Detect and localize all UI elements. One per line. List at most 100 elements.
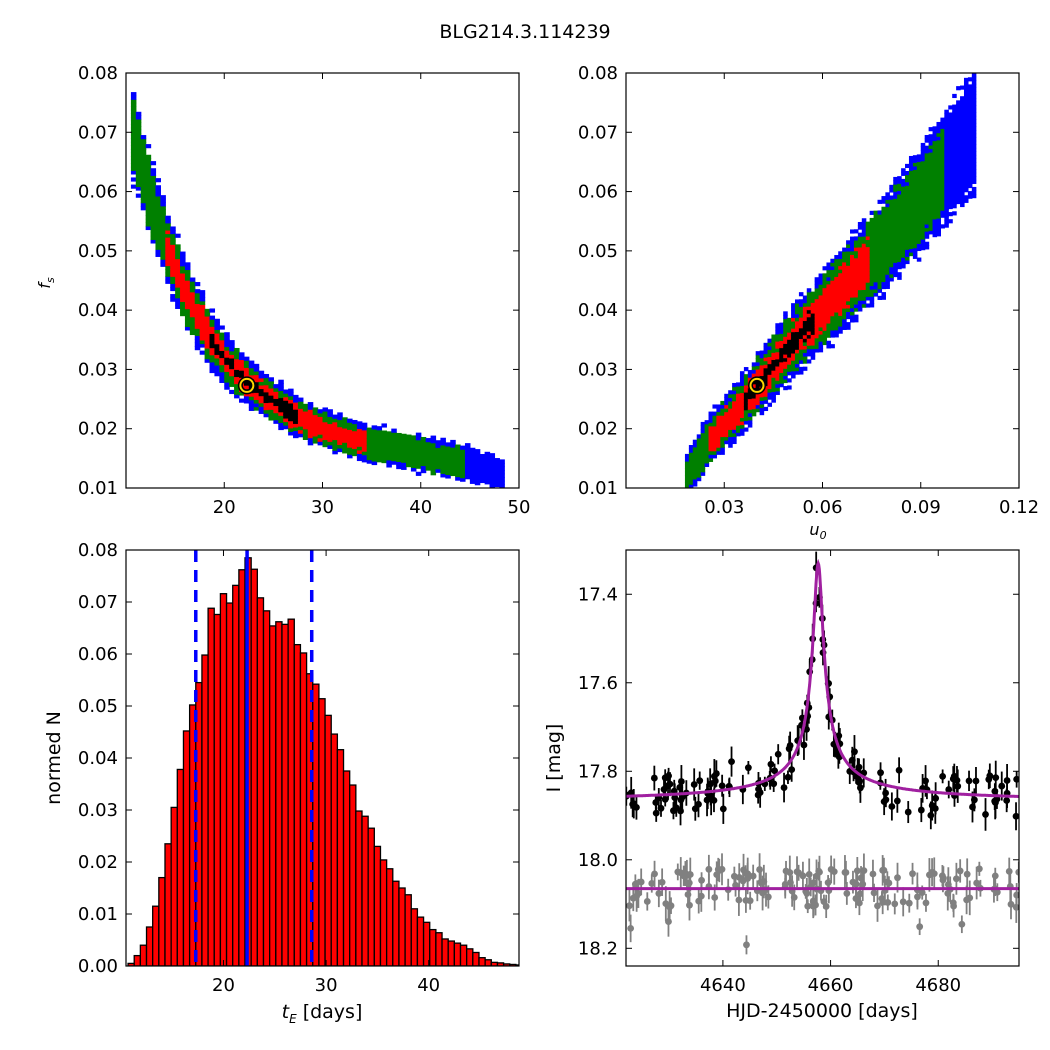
posterior-cell <box>288 409 294 415</box>
posterior-cell <box>712 443 717 448</box>
posterior-cell <box>940 138 945 144</box>
posterior-cell <box>802 348 808 354</box>
posterior-cell <box>936 178 941 184</box>
posterior-cell <box>278 393 284 399</box>
posterior-cell <box>869 285 875 290</box>
posterior-cell <box>857 264 863 269</box>
posterior-cell <box>853 243 859 248</box>
posterior-cell <box>160 209 166 214</box>
posterior-cell <box>791 303 796 308</box>
posterior-cell <box>901 193 906 198</box>
posterior-cell <box>912 240 918 245</box>
posterior-cell <box>160 241 166 246</box>
posterior-cell <box>967 180 973 185</box>
posterior-cell <box>826 315 831 320</box>
posterior-cell <box>155 249 161 254</box>
posterior-cell <box>307 419 314 425</box>
posterior-cell <box>779 343 784 349</box>
posterior-cell <box>920 217 926 222</box>
posterior-cell <box>944 184 949 189</box>
posterior-cell <box>912 190 918 195</box>
posterior-cell <box>783 378 788 384</box>
posterior-cell <box>905 220 910 225</box>
posterior-cell <box>268 402 274 407</box>
posterior-cell <box>376 458 383 463</box>
posterior-cell <box>763 346 769 351</box>
posterior-cell <box>814 323 820 328</box>
posterior-cell <box>873 214 879 219</box>
posterior-cell <box>150 200 157 205</box>
posterior-cell <box>818 344 824 349</box>
posterior-cell <box>307 426 314 432</box>
posterior-cell <box>455 469 461 474</box>
posterior-cell <box>712 404 717 409</box>
posterior-cell <box>885 242 890 247</box>
posterior-cell <box>736 425 741 430</box>
posterior-cell <box>170 276 176 281</box>
x-tick-label: 4660 <box>808 975 854 996</box>
posterior-cell <box>755 358 761 363</box>
posterior-cell <box>850 240 855 245</box>
posterior-cell <box>288 402 294 408</box>
posterior-cell <box>944 173 949 178</box>
posterior-cell <box>130 106 137 111</box>
posterior-cell <box>924 174 930 179</box>
posterior-cell <box>798 306 804 311</box>
posterior-cell <box>850 247 855 252</box>
posterior-cell <box>351 419 358 425</box>
posterior-cell <box>145 204 152 209</box>
posterior-cell <box>165 272 171 277</box>
posterior-cell <box>932 215 938 220</box>
posterior-cell <box>893 205 898 210</box>
posterior-cell <box>460 445 466 450</box>
posterior-cell <box>912 172 918 178</box>
posterior-cell <box>371 436 378 441</box>
posterior-cell <box>897 186 902 191</box>
posterior-cell <box>787 367 792 372</box>
posterior-cell <box>165 254 171 259</box>
posterior-cell <box>189 291 196 296</box>
posterior-cell <box>834 262 839 267</box>
histogram-bar <box>441 938 449 966</box>
posterior-cell <box>455 455 461 460</box>
posterior-cell <box>175 283 181 288</box>
posterior-cell <box>184 305 191 310</box>
posterior-cell <box>787 328 792 333</box>
posterior-cell <box>189 281 196 286</box>
posterior-cell <box>967 134 973 139</box>
posterior-cell <box>170 258 176 263</box>
posterior-cell <box>356 424 363 430</box>
posterior-cell <box>928 198 934 203</box>
posterior-cell <box>956 135 961 141</box>
posterior-cell <box>743 406 749 411</box>
posterior-cell <box>857 225 863 230</box>
posterior-cell <box>728 429 733 434</box>
posterior-cell <box>830 262 835 267</box>
posterior-cell <box>842 322 847 327</box>
posterior-cell <box>838 265 843 270</box>
posterior-cell <box>484 466 491 471</box>
posterior-cell <box>376 436 383 441</box>
posterior-cell <box>912 197 918 203</box>
posterior-cell <box>869 249 875 255</box>
posterior-cell <box>826 326 831 331</box>
posterior-cell <box>135 193 142 198</box>
posterior-cell <box>386 463 392 468</box>
posterior-cell <box>194 314 201 319</box>
posterior-cell <box>194 292 201 297</box>
posterior-cell <box>963 102 969 107</box>
posterior-cell <box>912 176 918 181</box>
posterior-cell <box>775 323 780 328</box>
posterior-cell <box>814 302 820 307</box>
posterior-cell <box>692 439 698 444</box>
posterior-cell <box>963 134 969 139</box>
posterior-cell <box>209 333 216 338</box>
posterior-cell <box>810 298 816 303</box>
posterior-cell <box>258 388 265 393</box>
posterior-cell <box>936 221 941 226</box>
data-point <box>905 899 913 907</box>
data-point <box>982 811 989 818</box>
posterior-cell <box>736 396 741 401</box>
posterior-cell <box>932 126 938 131</box>
posterior-cell <box>248 371 255 376</box>
